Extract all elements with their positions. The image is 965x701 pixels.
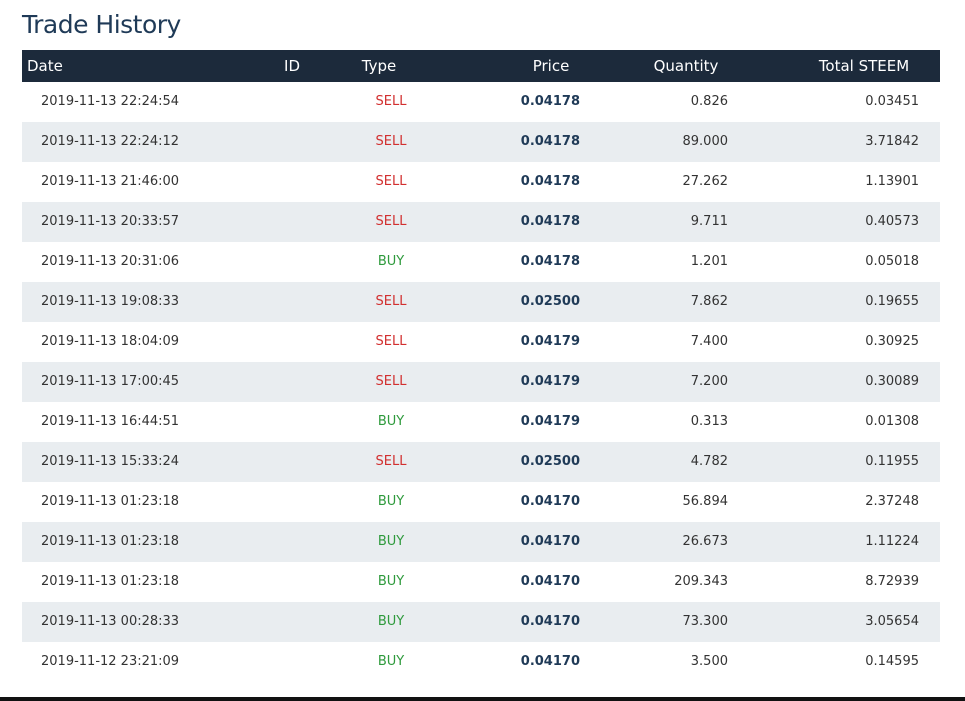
price-cell: 0.04170 xyxy=(520,654,580,669)
total-cell: 0.11955 xyxy=(865,454,919,469)
quantity-cell: 73.300 xyxy=(682,614,729,629)
trade-row: 2019-11-13 18:04:09 SELL 0.04179 7.400 0.309… xyxy=(41,334,919,349)
quantity-cell: 0.313 xyxy=(690,414,728,429)
total-cell: 0.03451 xyxy=(865,94,919,109)
trade-row: 2019-11-13 15:33:24 SELL 0.02500 4.782 0.119… xyxy=(22,442,940,482)
price-cell: 0.02500 xyxy=(520,294,580,309)
price-cell: 0.04170 xyxy=(520,494,580,509)
trade-row: 2019-11-13 22:24:12 SELL 0.04178 89.000 3.71… xyxy=(22,122,940,162)
date-cell: 2019-11-12 23:21:09 xyxy=(41,654,180,669)
total-cell: 0.30089 xyxy=(865,374,919,389)
price-cell: 0.04178 xyxy=(520,94,580,109)
price-cell: 0.04178 xyxy=(520,254,580,269)
trade-row: 2019-11-13 01:23:18 BUY 0.04170 56.894 2.372… xyxy=(41,494,919,509)
total-cell: 0.19655 xyxy=(865,294,919,309)
quantity-cell: 7.200 xyxy=(690,374,728,389)
quantity-cell: 9.711 xyxy=(690,214,728,229)
quantity-cell: 56.894 xyxy=(682,494,729,509)
date-cell: 2019-11-13 01:23:18 xyxy=(41,494,180,509)
page-title: Trade History xyxy=(22,10,181,39)
date-cell: 2019-11-13 21:46:00 xyxy=(41,174,180,189)
quantity-cell: 3.500 xyxy=(690,654,728,669)
total-cell: 0.05018 xyxy=(865,254,919,269)
total-cell: 8.72939 xyxy=(865,574,919,589)
bottom-border xyxy=(0,697,965,701)
trade-row: 2019-11-13 17:00:45 SELL 0.04179 7.200 0.300… xyxy=(22,362,940,402)
price-cell: 0.04179 xyxy=(520,334,580,349)
trade-row: 2019-11-13 00:28:33 BUY 0.04170 73.300 3.056… xyxy=(22,602,940,642)
trade-row: 2019-11-13 20:33:57 SELL 0.04178 9.711 0.405… xyxy=(22,202,940,242)
trade-row: 2019-11-13 01:23:18 BUY 0.04170 26.673 1.112… xyxy=(22,522,940,562)
trade-row: 2019-11-13 21:46:00 SELL 0.04178 27.262 1.13… xyxy=(41,174,919,189)
table-header: Date ID Type Price Quantity Total STEEM xyxy=(22,50,940,82)
quantity-cell: 7.862 xyxy=(690,294,728,309)
date-cell: 2019-11-13 01:23:18 xyxy=(41,534,180,549)
date-cell: 2019-11-13 19:08:33 xyxy=(41,294,180,309)
total-cell: 0.30925 xyxy=(865,334,919,349)
trade-row: 2019-11-13 22:24:54 SELL 0.04178 0.826 0.034… xyxy=(41,94,919,109)
trade-row: 2019-11-13 01:23:18 BUY 0.04170 209.343 8.72… xyxy=(41,574,919,589)
price-cell: 0.04179 xyxy=(520,414,580,429)
price-cell: 0.04178 xyxy=(520,174,580,189)
total-cell: 3.71842 xyxy=(865,134,919,149)
quantity-cell: 7.400 xyxy=(690,334,728,349)
date-cell: 2019-11-13 01:23:18 xyxy=(41,574,180,589)
quantity-cell: 209.343 xyxy=(674,574,728,589)
quantity-cell: 0.826 xyxy=(690,94,728,109)
date-cell: 2019-11-13 18:04:09 xyxy=(41,334,180,349)
trade-row: 2019-11-13 16:44:51 BUY 0.04179 0.313 0.0130… xyxy=(41,414,919,429)
trade-row: 2019-11-13 20:31:06 BUY 0.04178 1.201 0.0501… xyxy=(41,254,919,269)
total-cell: 3.05654 xyxy=(865,614,919,629)
price-cell: 0.02500 xyxy=(520,454,580,469)
column-header: Date xyxy=(27,57,63,75)
quantity-cell: 1.201 xyxy=(690,254,728,269)
quantity-cell: 89.000 xyxy=(682,134,729,149)
price-cell: 0.04179 xyxy=(520,374,580,389)
price-cell: 0.04170 xyxy=(520,574,580,589)
trade-row: 2019-11-12 23:21:09 BUY 0.04170 3.500 0.1459… xyxy=(41,654,919,669)
price-cell: 0.04170 xyxy=(520,534,580,549)
date-cell: 2019-11-13 16:44:51 xyxy=(41,414,180,429)
date-cell: 2019-11-13 22:24:12 xyxy=(41,134,180,149)
quantity-cell: 4.782 xyxy=(690,454,728,469)
price-cell: 0.04178 xyxy=(520,134,580,149)
total-cell: 0.14595 xyxy=(865,654,919,669)
total-cell: 0.40573 xyxy=(865,214,919,229)
total-cell: 2.37248 xyxy=(865,494,919,509)
price-cell: 0.04178 xyxy=(520,214,580,229)
price-cell: 0.04170 xyxy=(520,614,580,629)
date-cell: 2019-11-13 22:24:54 xyxy=(41,94,180,109)
date-cell: 2019-11-13 15:33:24 xyxy=(41,454,180,469)
date-cell: 2019-11-13 20:33:57 xyxy=(41,214,180,229)
quantity-cell: 26.673 xyxy=(682,534,729,549)
date-cell: 2019-11-13 20:31:06 xyxy=(41,254,180,269)
total-cell: 0.01308 xyxy=(865,414,919,429)
quantity-cell: 27.262 xyxy=(682,174,729,189)
total-cell: 1.11224 xyxy=(865,534,919,549)
total-cell: 1.13901 xyxy=(865,174,919,189)
date-cell: 2019-11-13 17:00:45 xyxy=(41,374,180,389)
date-cell: 2019-11-13 00:28:33 xyxy=(41,614,180,629)
trade-row: 2019-11-13 19:08:33 SELL 0.02500 7.862 0.196… xyxy=(22,282,940,322)
